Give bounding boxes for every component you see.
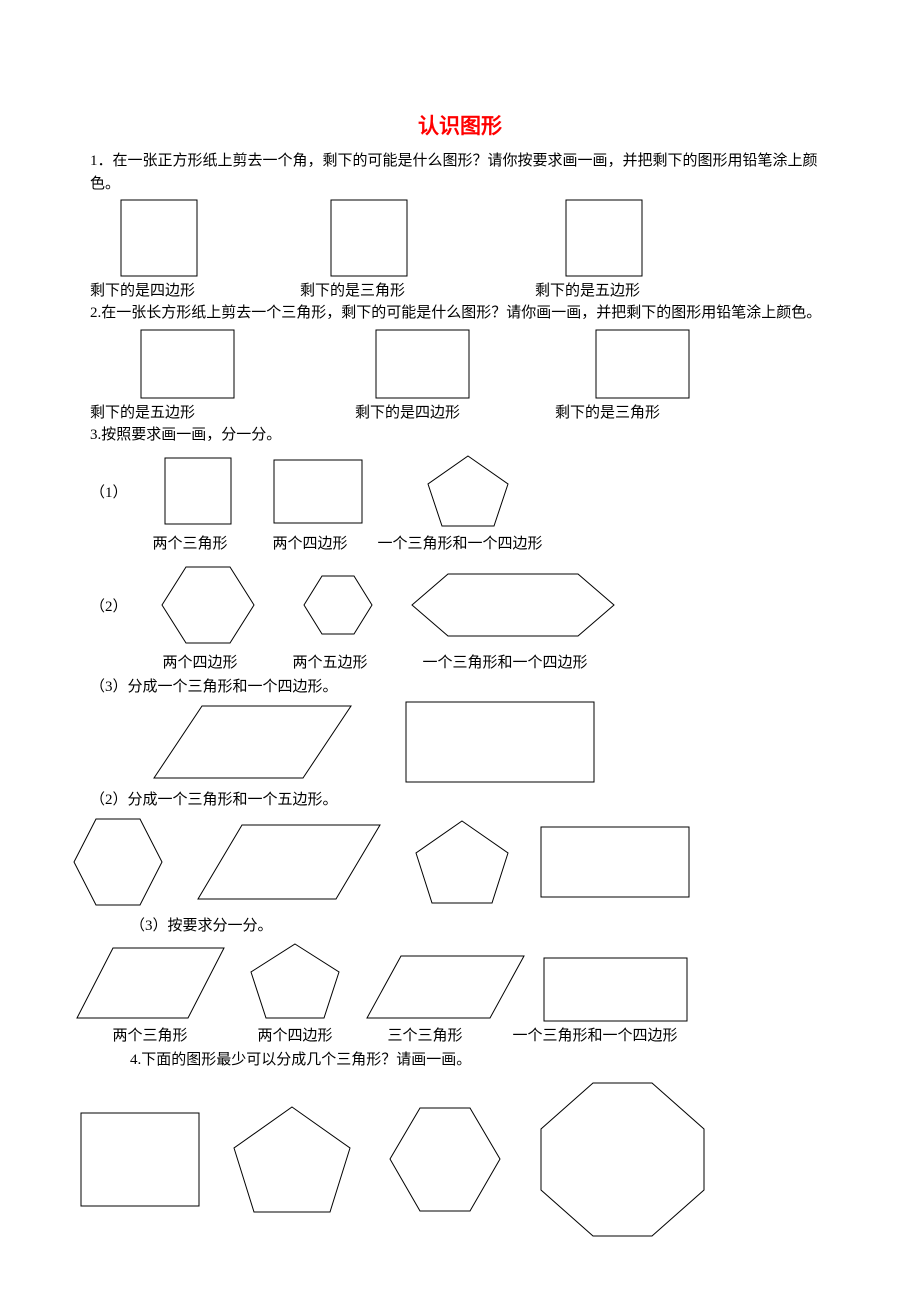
q3-2-num: （2） [90,595,130,616]
q1-row [90,199,830,277]
q2-text: 2.在一张长方形纸上剪去一个三角形，剩下的可能是什么图形？请你画一画，并把剩下的… [90,302,830,325]
q3-5-text: （3）按要求分一分。 [130,915,830,938]
q2-rect-1 [140,329,235,399]
q3-1-num: （1） [90,481,130,502]
q1-text: 1．在一张正方形纸上剪去一个角，剩下的可能是什么图形？请你按要求画一画，并把剩下… [90,150,830,195]
q3-1-label-1: 两个三角形 [130,532,250,553]
q4-row [80,1077,830,1242]
q2-labels: 剩下的是五边形 剩下的是四边形 剩下的是三角形 [90,399,830,422]
q1-square-1 [120,199,198,277]
page-title: 认识图形 [90,110,830,140]
q3-1-row: （1） [90,452,830,530]
q3-2-hexagon-reg [158,561,258,649]
q3-1-pentagon [424,452,512,530]
q3-3-parallelogram [150,702,355,782]
q3-5-rhombus [73,944,228,1022]
q3-5-label-3: 三个三角形 [360,1024,490,1045]
q3-5-label-2: 两个四边形 [230,1024,360,1045]
q3-2-label-1: 两个四边形 [130,651,270,672]
q3-1-label-3: 一个三角形和一个四边形 [370,532,550,553]
q3-4-rect [540,826,690,898]
q3-2-hexagon-small [300,572,376,638]
q3-5-parallelogram [363,952,528,1022]
q3-text: 3.按照要求画一画，分一分。 [90,424,830,447]
q3-5-label-4: 一个三角形和一个四边形 [490,1024,700,1045]
q4-square [80,1112,200,1207]
q1-labels: 剩下的是四边形 剩下的是三角形 剩下的是五边形 [90,277,830,300]
q3-3-text: （3）分成一个三角形和一个四边形。 [90,676,830,699]
q3-5-rect [543,957,688,1022]
q3-1-square [164,457,232,525]
q2-rect-2 [375,329,470,399]
q1-label-2: 剩下的是三角形 [300,279,535,300]
q3-5-row [70,940,830,1022]
q3-1-labels: 两个三角形 两个四边形 一个三角形和一个四边形 [90,530,830,553]
q2-rect-3 [595,329,690,399]
q4-hexagon [385,1102,505,1217]
q2-label-3: 剩下的是三角形 [545,401,745,422]
q3-2-label-3: 一个三角形和一个四边形 [390,651,620,672]
q1-square-3 [565,199,643,277]
q3-4-row [90,813,830,911]
q2-label-1: 剩下的是五边形 [90,401,325,422]
q3-5-label-1: 两个三角形 [70,1024,230,1045]
q4-pentagon [230,1102,355,1217]
q3-4-pentagon [412,817,512,907]
q1-label-3: 剩下的是五边形 [535,279,735,300]
q1-square-2 [330,199,408,277]
q3-4-hexagon [70,813,166,911]
q3-2-label-2: 两个五边形 [270,651,390,672]
q4-text: 4.下面的图形最少可以分成几个三角形？请画一画。 [130,1049,830,1072]
q3-5-labels: 两个三角形 两个四边形 三个三角形 一个三角形和一个四边形 [70,1022,830,1045]
q3-4-text: （2）分成一个三角形和一个五边形。 [90,789,830,812]
q3-2-row: （2） [90,561,830,649]
q3-2-hexagon-long [408,570,618,640]
q3-1-rect [273,459,363,524]
worksheet-page: 认识图形 1．在一张正方形纸上剪去一个角，剩下的可能是什么图形？请你按要求画一画… [0,0,920,1302]
q3-3-rect [405,701,595,783]
q3-2-labels: 两个四边形 两个五边形 一个三角形和一个四边形 [90,649,830,672]
q3-4-parallelogram [194,821,384,903]
q2-label-2: 剩下的是四边形 [325,401,545,422]
q1-label-1: 剩下的是四边形 [90,279,300,300]
q2-row [90,329,830,399]
q3-5-pentagon [248,940,343,1022]
q3-1-label-2: 两个四边形 [250,532,370,553]
q3-3-row [150,701,830,783]
q4-octagon [535,1077,710,1242]
